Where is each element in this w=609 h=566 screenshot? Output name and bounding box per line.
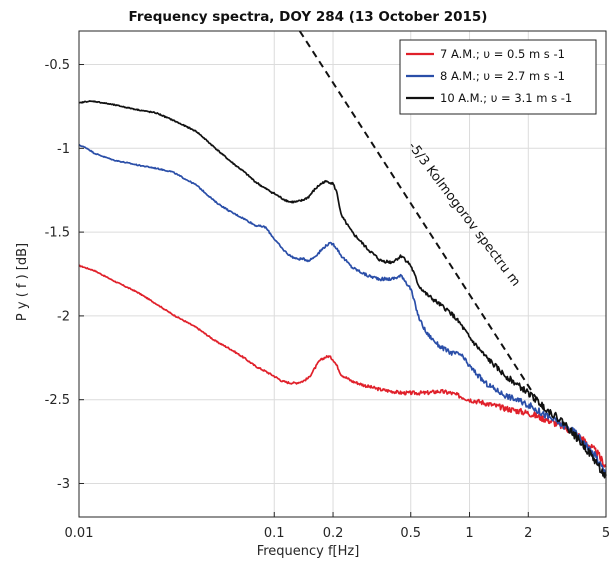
chart-title: Frequency spectra, DOY 284 (13 October 2… xyxy=(129,9,488,25)
reference-layer xyxy=(298,30,545,411)
y-tick-label: -2 xyxy=(57,309,70,324)
x-tick-label: 0.1 xyxy=(264,526,285,541)
ticks: 0.01 0.1 0.2 0.5 1 2 5 -3 -2.5 -2 -1.5 -1 -0.5 xyxy=(45,58,609,541)
y-tick-label: -2.5 xyxy=(45,393,70,408)
plot-frame xyxy=(78,30,607,518)
legend: 7 A.M.; υ = 0.5 m s -1 8 A.M.; υ = 2.7 m … xyxy=(399,39,597,115)
x-axis-label: Frequency f[Hz] xyxy=(257,544,360,559)
series-layer xyxy=(78,100,607,479)
x-tick-label: 2 xyxy=(524,526,532,541)
y-tick-label: -3 xyxy=(57,477,70,492)
kolmogorov-reference-line xyxy=(298,30,545,411)
series-line xyxy=(78,264,607,468)
x-tick-label: 5 xyxy=(602,526,609,541)
x-tick-label: 1 xyxy=(465,526,473,541)
y-tick-label: -1 xyxy=(57,142,70,157)
kolmogorov-annotation: -5/3 Kolmogorov spectru m xyxy=(405,139,523,289)
series-line xyxy=(78,143,607,477)
legend-label: 7 A.M.; υ = 0.5 m s -1 xyxy=(440,47,565,61)
y-tick-label: -1.5 xyxy=(45,226,70,241)
y-tick-label: -0.5 xyxy=(45,58,70,73)
legend-label: 10 A.M.; υ = 3.1 m s -1 xyxy=(440,91,572,105)
series-line xyxy=(78,100,607,479)
x-tick-label: 0.5 xyxy=(400,526,421,541)
legend-label: 8 A.M.; υ = 2.7 m s -1 xyxy=(440,69,565,83)
x-tick-label: 0.01 xyxy=(65,526,94,541)
x-tick-label: 0.2 xyxy=(323,526,344,541)
y-axis-label: P y ( f ) [dB] xyxy=(15,243,30,321)
